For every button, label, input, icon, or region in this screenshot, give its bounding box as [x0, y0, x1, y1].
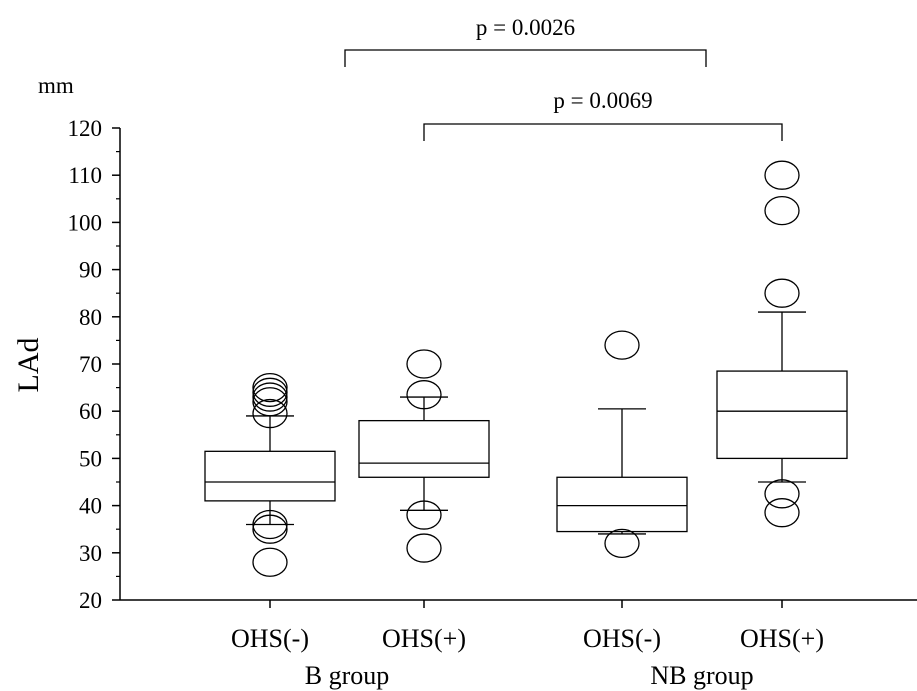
box-item	[556, 330, 688, 559]
box-item	[358, 349, 490, 563]
outlier-point	[252, 398, 288, 429]
interquartile-box	[358, 419, 490, 478]
group-label: NB group	[650, 661, 753, 690]
outlier-point	[252, 382, 288, 412]
outlier-point	[406, 500, 442, 530]
interquartile-box	[556, 476, 688, 533]
significance-bracket: p = 0.0069	[423, 88, 783, 141]
p-value-label: p = 0.0069	[553, 88, 652, 113]
outlier-point	[252, 547, 288, 577]
outlier-point	[604, 330, 640, 360]
box-item	[716, 160, 848, 528]
x-tick-label: OHS(-)	[231, 624, 309, 653]
x-tick-label: OHS(+)	[740, 624, 824, 653]
group-label: B group	[305, 661, 390, 690]
outlier-point	[252, 387, 288, 417]
outlier-point	[252, 377, 288, 407]
outlier-point	[764, 498, 800, 528]
outlier-point	[406, 380, 442, 410]
y-tick-label: 30	[79, 541, 102, 566]
axes: 20 30 40 50 60 70 80 90 100 110 120 OHS(-) OHS(+) OHS…	[68, 116, 917, 690]
x-tick-label: OHS(+)	[382, 624, 466, 653]
outlier-point	[252, 514, 288, 544]
y-tick-label: 120	[68, 116, 103, 141]
outlier-point	[252, 509, 288, 540]
box-series	[204, 160, 848, 577]
y-tick-label: 80	[79, 305, 102, 330]
y-tick-label: 60	[79, 399, 102, 424]
y-tick-label: 40	[79, 494, 102, 519]
outlier-point	[764, 479, 800, 509]
y-tick-label: 90	[79, 258, 102, 283]
significance-brackets: p = 0.0026 p = 0.0069	[344, 15, 783, 141]
p-value-label: p = 0.0026	[476, 15, 575, 40]
outlier-point	[406, 349, 442, 379]
significance-bracket: p = 0.0026	[344, 15, 707, 67]
y-axis-unit-label: mm	[38, 73, 74, 98]
outlier-point	[764, 160, 800, 190]
y-tick-label: 70	[79, 352, 102, 377]
outlier-point	[406, 533, 442, 563]
y-tick-label: 50	[79, 446, 102, 471]
interquartile-box	[204, 450, 336, 502]
y-tick-label: 20	[79, 588, 102, 613]
interquartile-box	[716, 370, 848, 460]
y-axis-label: LAd	[12, 338, 45, 393]
box-item	[204, 372, 336, 577]
y-tick-label: 100	[68, 210, 103, 235]
outlier-point	[764, 278, 800, 308]
x-tick-label: OHS(-)	[583, 624, 661, 653]
outlier-point	[252, 372, 288, 403]
bracket-line	[344, 49, 707, 67]
y-tick-label: 110	[68, 163, 102, 188]
outlier-point	[604, 528, 640, 559]
outlier-point	[764, 195, 800, 226]
bracket-line	[423, 123, 783, 141]
